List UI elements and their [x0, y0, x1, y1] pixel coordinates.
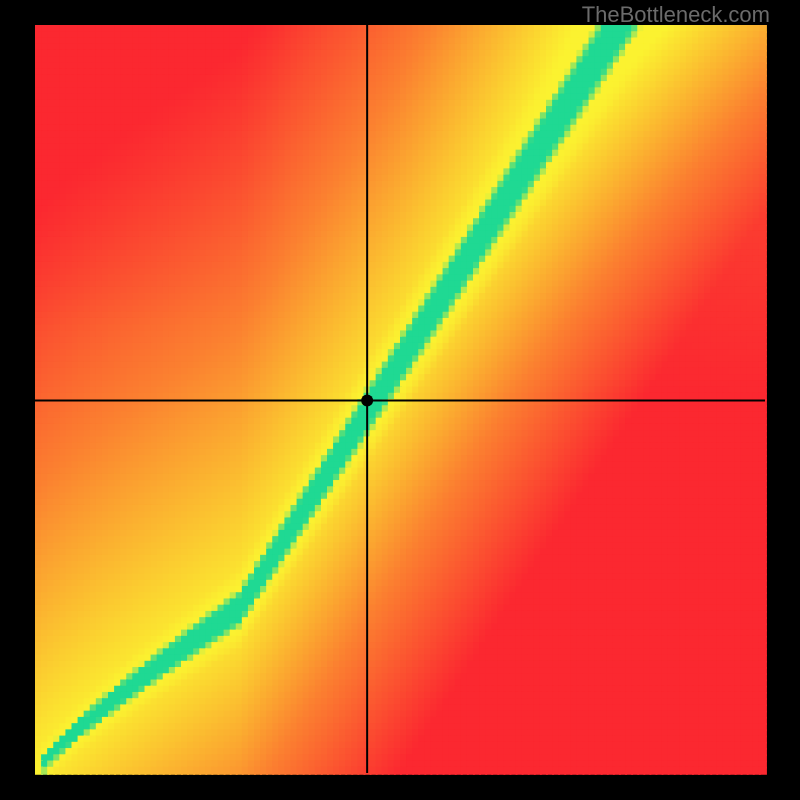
attribution-text: TheBottleneck.com — [582, 2, 770, 28]
root: TheBottleneck.com — [0, 0, 800, 800]
heatmap-canvas — [0, 0, 800, 800]
